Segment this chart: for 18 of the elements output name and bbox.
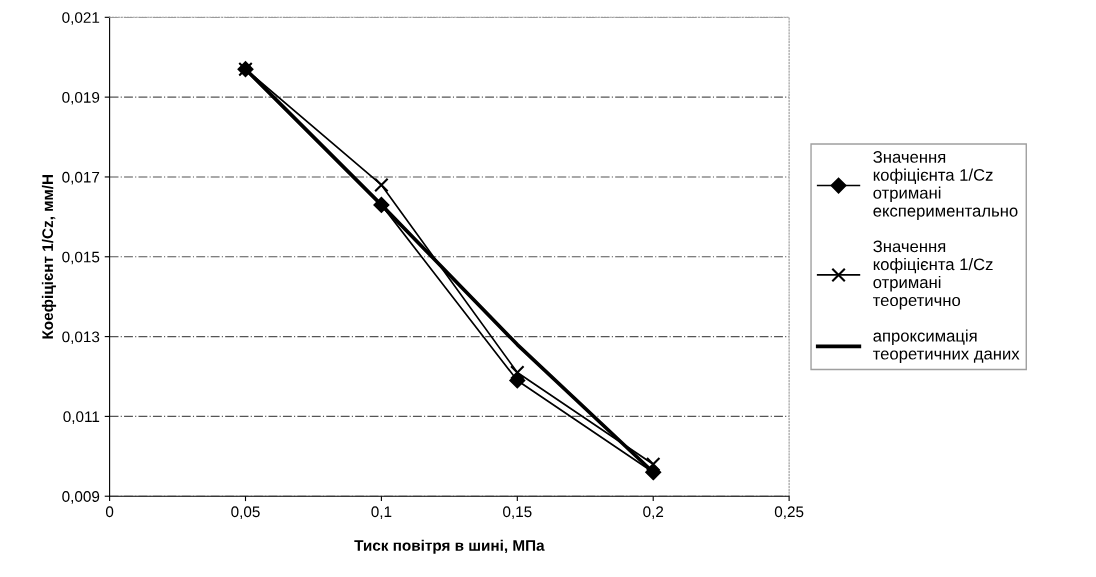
x-tick-label: 0,15 bbox=[503, 506, 532, 519]
y-axis-title: Коефіцієнт 1/Cz, мм/Н bbox=[41, 175, 57, 339]
x-tick-label: 0,1 bbox=[371, 506, 392, 519]
x-tick-label: 0,2 bbox=[643, 506, 664, 519]
x-axis-title: Тиск повітря в шині, МПа bbox=[354, 539, 545, 554]
x-tick-label: 0 bbox=[105, 506, 114, 518]
legend-label: апроксимація теоретичних даних bbox=[872, 329, 1020, 363]
legend-label: Значення кофіцієнта 1/Cz отримані теоретично bbox=[872, 240, 993, 310]
y-tick-label: 0,015 bbox=[62, 251, 100, 265]
y-tick-label: 0,019 bbox=[62, 92, 100, 105]
y-tick-label: 0,017 bbox=[62, 171, 100, 185]
y-tick-label: 0,021 bbox=[62, 12, 100, 25]
y-tick-label: 0,011 bbox=[63, 411, 100, 424]
legend-label: Значення кофіцієнта 1/Cz отримані експериментально bbox=[873, 151, 1018, 221]
x-tick-label: 0,25 bbox=[774, 506, 804, 519]
x-tick-label: 0,05 bbox=[231, 506, 260, 519]
y-tick-label: 0,013 bbox=[62, 331, 100, 345]
y-tick-label: 0,009 bbox=[62, 491, 100, 504]
